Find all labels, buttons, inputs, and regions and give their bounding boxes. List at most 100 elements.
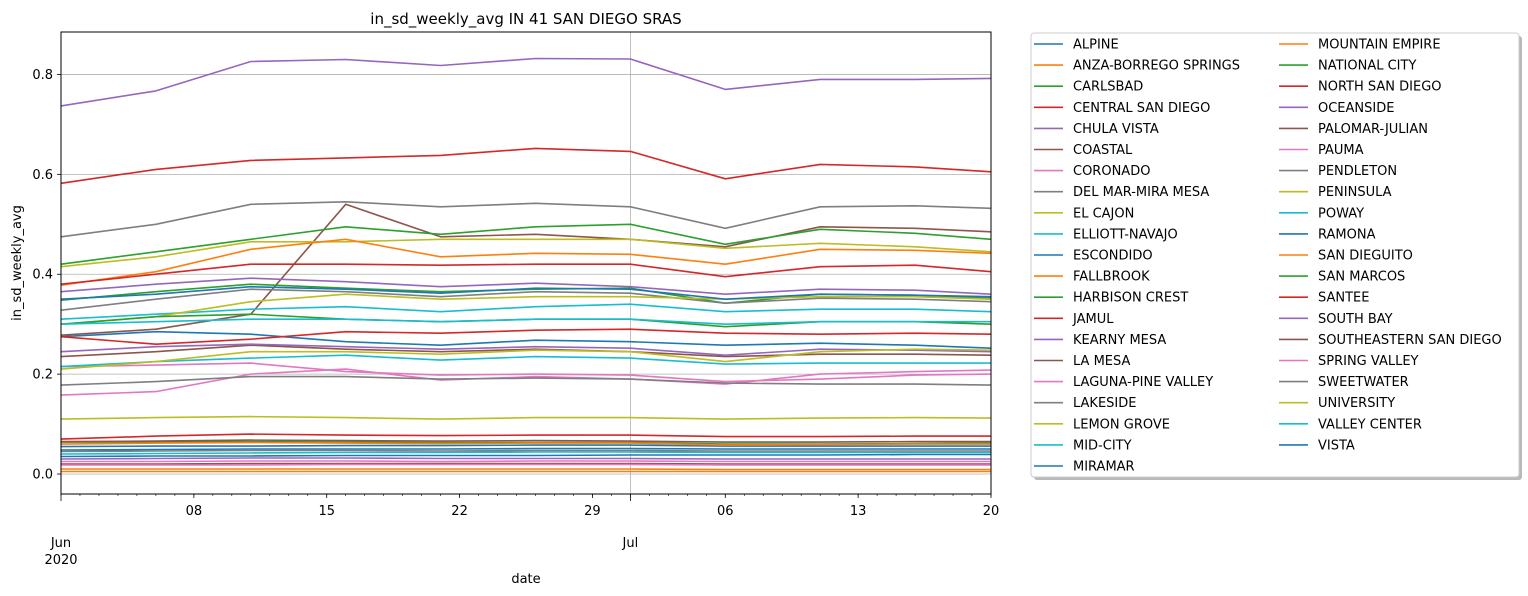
x-tick-label: Jul bbox=[622, 536, 639, 551]
series-line-23 bbox=[60, 263, 992, 285]
legend-label: FALLBROOK bbox=[1073, 270, 1150, 285]
y-tick-label: 0.4 bbox=[32, 268, 53, 283]
series-line-28 bbox=[60, 293, 992, 325]
legend-label: ELLIOTT-NAVAJO bbox=[1073, 227, 1178, 242]
series-line-31 bbox=[60, 441, 991, 446]
legend-label: KEARNY MESA bbox=[1073, 333, 1166, 348]
legend-label: NATIONAL CITY bbox=[1318, 59, 1416, 74]
legend-label: LAGUNA-PINE VALLEY bbox=[1073, 375, 1213, 390]
legend-label: ESCONDIDO bbox=[1073, 249, 1153, 264]
legend-label: NORTH SAN DIEGO bbox=[1318, 80, 1442, 95]
series-line-25 bbox=[61, 462, 991, 465]
series-line-11 bbox=[60, 238, 992, 286]
series-line-10 bbox=[60, 330, 992, 349]
legend-box bbox=[1030, 32, 1520, 478]
x-tick-sublabel: 2020 bbox=[44, 553, 77, 568]
plot-lines bbox=[60, 57, 992, 473]
chart-title: in_sd_weekly_avg IN 41 SAN DIEGO SRAS bbox=[370, 10, 681, 29]
legend-label: UNIVERSITY bbox=[1318, 396, 1395, 411]
legend-label: CORONADO bbox=[1073, 164, 1150, 179]
x-axis-label: date bbox=[511, 572, 540, 587]
series-line-17 bbox=[60, 375, 992, 386]
legend-label: SAN DIEGUITO bbox=[1318, 249, 1413, 264]
legend-label: SOUTHEASTERN SAN DIEGO bbox=[1318, 333, 1502, 348]
legend-label: LAKESIDE bbox=[1073, 396, 1136, 411]
legend-label: PAUMA bbox=[1318, 143, 1364, 158]
series-line-33 bbox=[60, 433, 991, 440]
legend-label: MID-CITY bbox=[1073, 438, 1132, 453]
series-line-29 bbox=[60, 451, 991, 455]
x-tick-label: 20 bbox=[983, 504, 1000, 519]
legend-label: VALLEY CENTER bbox=[1318, 417, 1422, 432]
series-line-27 bbox=[60, 288, 992, 311]
plot-frame bbox=[60, 31, 992, 495]
legend-label: ALPINE bbox=[1073, 38, 1119, 53]
legend: ALPINE ANZA-BORREGO SPRINGS CARLSBAD CENTRA… bbox=[1030, 32, 1522, 480]
y-axis-ticks: 0.0 0.2 0.4 0.6 0.8 bbox=[32, 68, 61, 483]
x-tick-label: 15 bbox=[318, 504, 335, 519]
series-line-36 bbox=[61, 460, 991, 463]
legend-label: CHULA VISTA bbox=[1073, 122, 1159, 137]
series-line-13 bbox=[60, 328, 992, 346]
series-line-6 bbox=[60, 362, 992, 383]
legend-label: LEMON GROVE bbox=[1073, 417, 1170, 432]
series-line-20 bbox=[60, 453, 991, 458]
x-tick-label: 13 bbox=[850, 504, 867, 519]
y-tick-label: 0.6 bbox=[32, 168, 53, 183]
legend-label: VISTA bbox=[1318, 438, 1355, 453]
series-line-18 bbox=[60, 415, 992, 420]
x-tick-label: 08 bbox=[186, 504, 203, 519]
series-line-14 bbox=[60, 277, 992, 296]
x-tick-label: Jun bbox=[50, 536, 71, 551]
legend-label: SAN MARCOS bbox=[1318, 270, 1405, 285]
y-axis-label: in_sd_weekly_avg bbox=[10, 205, 25, 321]
legend-label: DEL MAR-MIRA MESA bbox=[1073, 185, 1209, 200]
series-line-4 bbox=[60, 57, 992, 107]
legend-label: RAMONA bbox=[1318, 227, 1376, 242]
legend-label: SPRING VALLEY bbox=[1318, 354, 1419, 369]
y-tick-label: 0.8 bbox=[32, 68, 53, 83]
legend-label: MIRAMAR bbox=[1073, 460, 1135, 475]
series-line-19 bbox=[60, 354, 991, 368]
legend-label: CENTRAL SAN DIEGO bbox=[1073, 101, 1210, 116]
legend-label: MOUNTAIN EMPIRE bbox=[1318, 38, 1441, 53]
y-tick-label: 0.0 bbox=[32, 468, 53, 483]
legend-label: PENDLETON bbox=[1318, 164, 1397, 179]
series-line-9 bbox=[60, 303, 992, 320]
series-line-35 bbox=[60, 439, 991, 443]
legend-label: ANZA-BORREGO SPRINGS bbox=[1073, 59, 1240, 74]
legend-label: LA MESA bbox=[1073, 354, 1130, 369]
series-line-21 bbox=[61, 468, 991, 471]
x-tick-label: 22 bbox=[451, 504, 468, 519]
series-line-15 bbox=[60, 344, 992, 358]
legend-label: EL CAJON bbox=[1073, 206, 1134, 221]
legend-label: PALOMAR-JULIAN bbox=[1318, 122, 1428, 137]
series-line-7 bbox=[60, 201, 992, 238]
legend-label: SANTEE bbox=[1318, 291, 1369, 306]
series-line-3 bbox=[60, 147, 992, 185]
series-line-40 bbox=[60, 285, 992, 301]
grid-lines bbox=[60, 32, 991, 494]
legend-label: SOUTH BAY bbox=[1318, 312, 1393, 327]
series-line-26 bbox=[61, 463, 991, 466]
x-axis-ticks: Jun 2020 08 15 22 29 Jul 06 13 20 bbox=[44, 494, 999, 568]
series-line-30 bbox=[60, 447, 991, 451]
series-line-0 bbox=[60, 444, 991, 448]
series-line-38 bbox=[60, 348, 992, 370]
series-line-37 bbox=[60, 449, 991, 453]
series-line-34 bbox=[60, 457, 991, 460]
legend-label: COASTAL bbox=[1073, 143, 1133, 158]
series-line-24 bbox=[60, 343, 992, 357]
legend-label: OCEANSIDE bbox=[1318, 101, 1394, 116]
series-line-16 bbox=[60, 368, 992, 396]
legend-label: JAMUL bbox=[1072, 312, 1114, 327]
legend-label: PENINSULA bbox=[1318, 185, 1392, 200]
series-line-8 bbox=[60, 238, 992, 268]
series-line-5 bbox=[60, 203, 992, 336]
series-line-12 bbox=[60, 223, 992, 265]
x-tick-label: 29 bbox=[584, 504, 601, 519]
x-tick-label: 06 bbox=[717, 504, 734, 519]
legend-label: SWEETWATER bbox=[1318, 375, 1409, 390]
legend-label: CARLSBAD bbox=[1073, 80, 1143, 95]
